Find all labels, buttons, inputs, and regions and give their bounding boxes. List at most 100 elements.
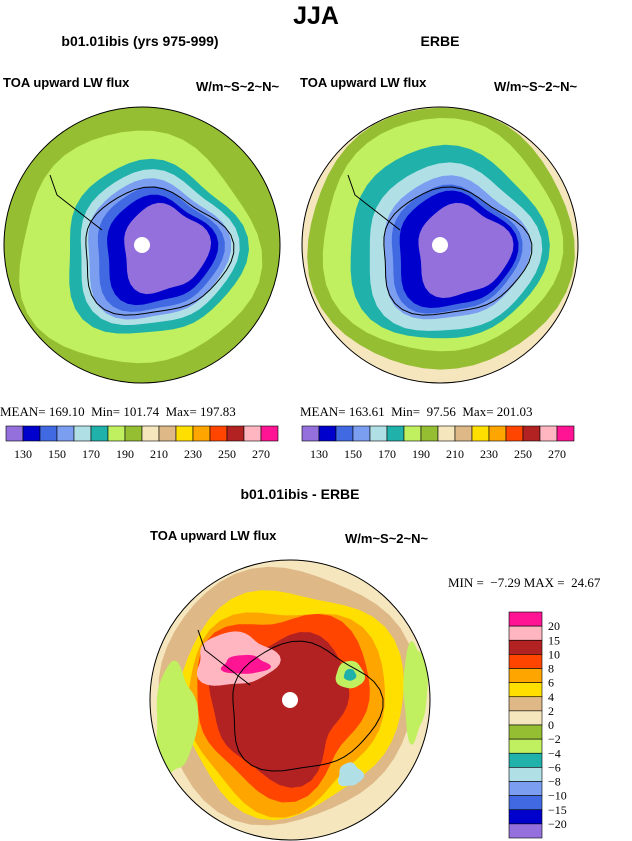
contour-fill [338,762,365,787]
labelbar-box [471,425,490,442]
labelbar-box [260,425,279,442]
mean-value: 169.10 [48,404,85,419]
labelbar-box [124,425,143,442]
panel3-left-string: TOA upward LW flux [150,528,277,543]
labelbar-box [508,823,543,839]
contour-fill [220,654,271,674]
labelbar-tick-label: −20 [548,817,567,831]
labelbar-tick-label: −4 [548,746,561,760]
contour-fill [343,668,357,681]
labelbar-box [508,767,543,782]
panel1-units: W/m~S~2~N~ [196,79,280,94]
contour-fill [156,660,199,776]
panel1-stats: MEAN= 169.10 Min= 101.74 Max= 197.83 [0,404,236,420]
panel3-map [149,559,431,841]
panel3-title: b01.01ibis - ERBE [240,486,360,502]
labelbar-tick-label: 270 [252,447,270,461]
contour-fill [124,202,212,295]
labelbar-box [369,425,388,442]
labelbar-tick-label: 270 [548,447,566,461]
labelbar-box [508,738,543,754]
labelbar-tick-label: 6 [548,676,554,690]
labelbar-box [386,425,405,442]
labelbar-tick-label: 250 [514,447,532,461]
labelbar-tick-label: 150 [344,447,362,461]
peninsula-coastline [347,174,401,231]
max-label: Max= [462,404,494,419]
labelbar-box [454,425,473,442]
panel2-map [301,106,579,384]
labelbar-box [556,425,575,442]
min-label: Min= [391,404,421,419]
labelbar-box [318,425,337,442]
labelbar-box [243,425,262,442]
labelbar-tick-label: 250 [218,447,236,461]
map-border [301,106,579,384]
labelbar-tick-label: 150 [48,447,66,461]
labelbar-tick-label: −10 [548,789,567,803]
labelbar-box [107,425,126,442]
labelbar-box [508,809,543,825]
coastline [383,186,533,316]
labelbar-box [403,425,422,442]
pole-marker [432,237,448,253]
labelbar-box [508,710,543,726]
labelbar-tick-label: 130 [14,447,32,461]
labelbar-box [90,425,109,442]
labelbar-box [508,611,543,627]
panel2-left-string: TOA upward LW flux [300,75,427,90]
labelbar-box [301,425,320,442]
labelbar-box [56,425,75,442]
labelbar-box [505,425,524,442]
panel2-units: W/m~S~2~N~ [494,79,578,94]
mean-value: 163.61 [348,404,385,419]
labelbar-box [175,425,194,442]
labelbar-tick-label: 230 [184,447,202,461]
labelbar-tick-label: 170 [378,447,396,461]
contour-fill [418,202,514,298]
min-value: 97.56 [426,404,456,419]
labelbar-tick-label: 190 [116,447,134,461]
labelbar-box [522,425,541,442]
labelbar-tick-label: 210 [150,447,168,461]
peninsula-coastline [49,174,103,231]
labelbar-box [420,425,439,442]
labelbar-box [508,654,543,669]
map-border [3,106,281,384]
labelbar-tick-label: 10 [548,647,560,661]
labelbar-box [39,425,58,442]
labelbar-box [508,752,543,768]
labelbar-tick-label: 210 [446,447,464,461]
labelbar-box [192,425,211,442]
max-label: MAX = [523,575,565,590]
labelbar-box [508,724,543,740]
labelbar-tick-label: −6 [548,760,561,774]
labelbar-tick-label: 190 [412,447,430,461]
peninsula-coastline [197,629,251,686]
labelbar-tick-label: 8 [548,662,554,676]
panel3-units: W/m~S~2~N~ [345,531,429,546]
labelbar-box [22,425,41,442]
mean-label: MEAN= [300,404,346,419]
pole-marker [134,237,150,253]
min-label: Min= [91,404,121,419]
max-value: 201.03 [496,404,533,419]
max-value: 24.67 [571,575,601,590]
max-label: Max= [165,404,197,419]
labelbar-tick-label: −15 [548,803,567,817]
labelbar-tick-label: 130 [310,447,328,461]
labelbar-box [141,425,160,442]
labelbar-tick-label: 2 [548,704,554,718]
coastline [85,186,235,316]
panel2-stats: MEAN= 163.61 Min= 97.56 Max= 201.03 [300,404,533,420]
labelbar-box [5,425,24,442]
labelbar-box [209,425,228,442]
labelbar-box [539,425,558,442]
labelbar-box [508,795,543,811]
panel1-title: b01.01ibis (yrs 975-999) [61,33,219,49]
panel1-map [3,106,281,384]
max-value: 197.83 [200,404,236,419]
pole-marker [282,692,298,708]
labelbar-tick-label: −8 [548,775,561,789]
